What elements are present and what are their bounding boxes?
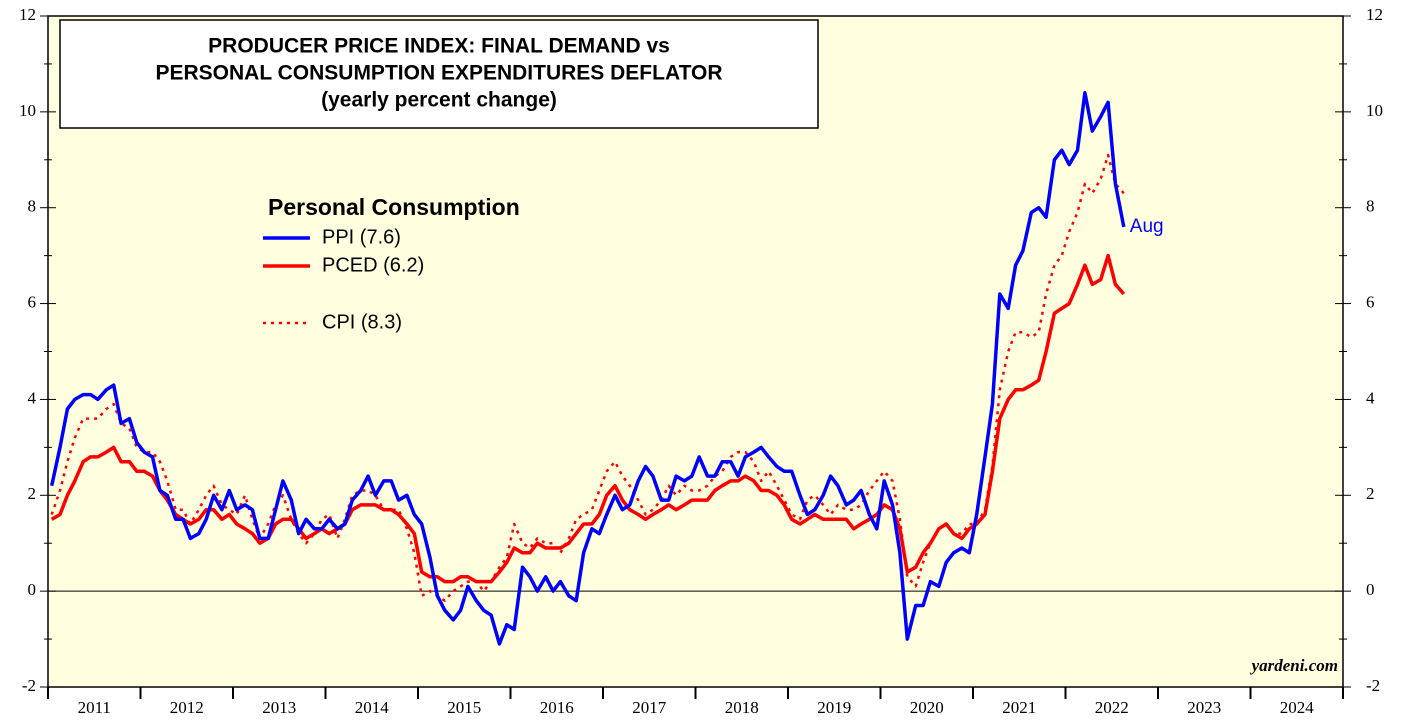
y2-tick-label: 8: [1366, 197, 1375, 216]
legend-label: CPI (8.3): [322, 311, 402, 333]
source: yardeni.com: [1250, 656, 1338, 675]
x-tick-label: 2023: [1187, 698, 1221, 717]
x-tick-label: 2018: [725, 698, 759, 717]
x-tick-label: 2013: [262, 698, 296, 717]
y2-tick-label: 4: [1366, 388, 1375, 407]
x-tick-label: 2014: [355, 698, 390, 717]
y-tick-label: 0: [28, 580, 37, 599]
chart-subtitle: (yearly percent change): [321, 89, 557, 112]
x-tick-label: 2021: [1002, 698, 1036, 717]
chart-title: PRODUCER PRICE INDEX: FINAL DEMAND vs: [208, 35, 670, 58]
x-tick-label: 2012: [170, 698, 204, 717]
x-tick-label: 2019: [817, 698, 851, 717]
y-tick-label: -2: [22, 676, 36, 695]
legend-title: Personal Consumption: [268, 194, 520, 220]
title-box: [59, 19, 819, 129]
x-tick-label: 2022: [1095, 698, 1129, 717]
series-line: [50, 153, 1125, 602]
series-line: [49, 90, 1126, 646]
y-tick-label: 12: [19, 5, 36, 24]
y2-tick-label: 0: [1366, 580, 1375, 599]
x-tick-label: 2024: [1280, 698, 1315, 717]
y2-tick-label: 6: [1366, 292, 1375, 311]
chart-title: PERSONAL CONSUMPTION EXPENDITURES DEFLAT…: [155, 62, 722, 85]
y2-tick-label: 12: [1366, 5, 1383, 24]
y-tick-label: 6: [28, 292, 37, 311]
y-tick-label: 8: [28, 197, 37, 216]
annotation: Aug: [1130, 216, 1164, 237]
x-tick-label: 2015: [447, 698, 481, 717]
y2-tick-label: 10: [1366, 101, 1383, 120]
x-tick-label: 2016: [540, 698, 574, 717]
y2-tick-label: 2: [1366, 484, 1375, 503]
x-tick-label: 2017: [632, 698, 667, 717]
y-tick-label: 10: [19, 101, 36, 120]
x-tick-label: 2011: [78, 698, 111, 717]
y-tick-label: 2: [28, 484, 37, 503]
series-line: [50, 253, 1126, 584]
x-tick-label: 2020: [910, 698, 944, 717]
legend-label: PPI (7.6): [322, 226, 401, 248]
legend-label: PCED (6.2): [322, 254, 424, 276]
y2-tick-label: -2: [1366, 676, 1380, 695]
y-tick-label: 4: [28, 388, 37, 407]
